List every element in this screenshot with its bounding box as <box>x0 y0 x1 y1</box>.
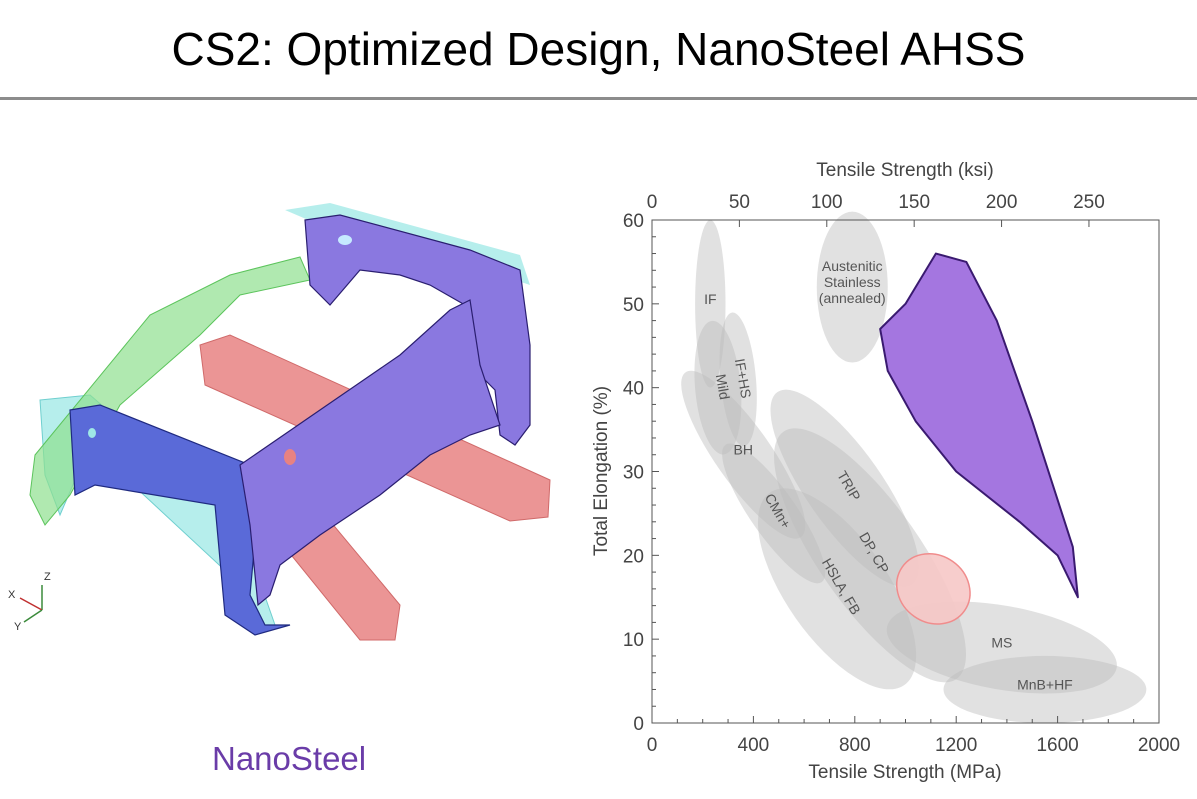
region-label: Mild <box>713 373 733 401</box>
y-tick-label: 30 <box>623 463 644 484</box>
region-if-ellipse <box>695 219 726 388</box>
region-highlight-ellipse <box>896 553 971 625</box>
x-tick-label: 1600 <box>1036 735 1078 756</box>
region-cmn--ellipse <box>722 443 826 584</box>
vehicle-structure-svg: Z X Y <box>8 203 551 641</box>
x-tick-label: 2000 <box>1138 735 1180 756</box>
y-tick-label: 40 <box>623 379 644 400</box>
model-caption: NanoSteel <box>212 740 367 777</box>
banana-chart: IF Mild IF+HS BH CMn+ TRIP DP, CP HSLA, FB Auste… <box>570 150 1197 794</box>
region-bh-ellipse <box>681 370 806 539</box>
triad-y-label: Y <box>14 621 22 633</box>
green-beam <box>29 256 311 526</box>
nanosteel-layer <box>879 252 1079 599</box>
x2-tick-label: 100 <box>811 192 843 213</box>
region-mnb-hf-ellipse <box>943 655 1147 723</box>
x2-tick-label: 150 <box>898 192 930 213</box>
x-tick-label: 800 <box>839 735 871 756</box>
page-title: CS2: Optimized Design, NanoSteel AHSS <box>171 23 1026 75</box>
x2-tick-label: 250 <box>1073 192 1105 213</box>
axis-triad: Z X Y <box>8 571 51 633</box>
nanosteel-region <box>879 252 1079 599</box>
region-if-hs-ellipse <box>719 312 757 447</box>
y-tick-label: 0 <box>633 714 644 735</box>
x-axis-label: Tensile Strength (MPa) <box>808 762 1001 783</box>
panel-hole <box>284 449 296 465</box>
region-label: MS <box>991 635 1012 651</box>
x2-tick-label: 0 <box>647 192 658 213</box>
region-label: IF+HS <box>732 357 755 399</box>
region-trip-ellipse <box>770 389 919 587</box>
triad-z-label: Z <box>44 571 51 583</box>
region-mild-ellipse <box>694 320 742 455</box>
region-label: IF <box>704 291 716 307</box>
x-tick-label: 400 <box>738 735 770 756</box>
y-tick-label: 20 <box>623 546 644 567</box>
x2-tick-label: 200 <box>986 192 1018 213</box>
region-ms-ellipse <box>886 601 1117 694</box>
regions-layer <box>681 211 1147 723</box>
y-tick-label: 60 <box>623 211 644 232</box>
x2-axis-label: Tensile Strength (ksi) <box>816 160 993 181</box>
purple-rear-panel <box>304 214 531 446</box>
x-tick-label: 0 <box>647 735 658 756</box>
title-divider <box>0 97 1197 100</box>
y-axis-label: Total Elongation (%) <box>591 386 612 556</box>
triad-x-label: X <box>8 589 16 601</box>
region-austenitic-stainless-annealed--ellipse <box>816 211 888 363</box>
region-hsla-fb-ellipse <box>757 488 917 690</box>
y-tick-label: 10 <box>623 630 644 651</box>
region-label: MnB+HF <box>1017 676 1073 692</box>
region-label: Austenitic Stainless (annealed) <box>819 258 886 306</box>
x2-tick-label: 50 <box>729 192 750 213</box>
y-tick-label: 50 <box>623 295 644 316</box>
purple-floor-tunnel <box>239 299 501 607</box>
panel-hole <box>338 235 352 245</box>
x-tick-label: 1200 <box>935 735 977 756</box>
region-label: BH <box>734 442 753 458</box>
panel-hole <box>88 428 96 438</box>
vehicle-structure-model: Z X Y <box>0 195 570 665</box>
